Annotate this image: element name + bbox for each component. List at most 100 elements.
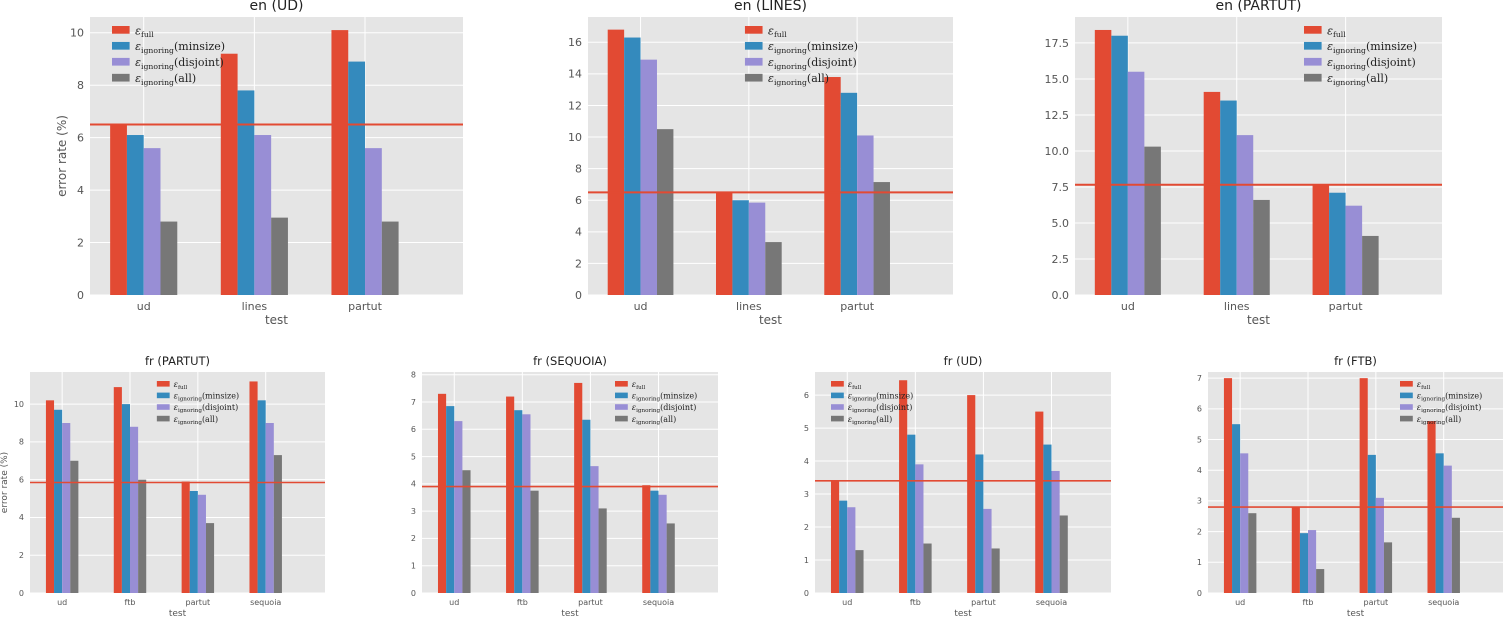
- x-tick-label: partut: [578, 598, 603, 607]
- bar: [331, 30, 349, 295]
- x-axis-label: test: [759, 313, 782, 327]
- bar: [205, 523, 215, 593]
- legend-label: εignoring(minsize): [1417, 392, 1482, 403]
- bar: [1383, 542, 1393, 593]
- y-tick-label: 5: [804, 424, 809, 433]
- bar: [824, 77, 841, 295]
- bar: [113, 387, 122, 593]
- bar: [265, 423, 274, 593]
- bar: [1240, 453, 1249, 593]
- bar: [121, 404, 131, 593]
- y-tick-label: 10: [14, 400, 24, 409]
- y-axis-label: error rate (%): [55, 115, 69, 197]
- legend-swatch: [1304, 26, 1322, 34]
- y-tick-label: 0: [575, 289, 582, 302]
- bar: [110, 124, 127, 295]
- y-tick-label: 0: [1197, 589, 1202, 598]
- legend-label: εfull: [1417, 380, 1431, 391]
- x-tick-label: partut: [348, 300, 383, 313]
- legend: εfullεignoring(minsize)εignoring(disjoin…: [156, 380, 239, 426]
- y-tick-label: 6: [575, 194, 582, 207]
- legend-swatch: [156, 404, 170, 410]
- bar: [1203, 91, 1221, 296]
- chart-panel: 0 1 2 3 4 5 6 7 8 ud ftb partut sequoia fr (SEQUOIA) t…: [411, 354, 718, 619]
- x-tick-label: partut: [186, 598, 211, 607]
- chart-title: fr (FTB): [1334, 354, 1377, 368]
- chart-title: fr (SEQUOIA): [533, 354, 607, 368]
- y-tick-label: 16: [568, 36, 582, 49]
- legend-label: εfull: [135, 24, 154, 39]
- legend-swatch: [615, 392, 628, 399]
- legend-swatch: [831, 392, 844, 399]
- bar: [1362, 235, 1379, 295]
- bar: [273, 455, 282, 593]
- y-tick-label: 12: [568, 99, 582, 112]
- bar: [1248, 513, 1257, 593]
- bar: [181, 481, 190, 593]
- x-tick-label: ud: [449, 598, 459, 607]
- y-tick-label: 2: [411, 534, 416, 543]
- bar: [857, 135, 874, 295]
- y-tick-label: 0: [77, 289, 84, 302]
- bar: [991, 548, 1000, 593]
- bar: [197, 494, 206, 593]
- x-axis-label: test: [561, 609, 579, 619]
- bar: [271, 217, 288, 295]
- bar: [348, 61, 366, 296]
- y-tick-label: 8: [575, 162, 582, 175]
- bar: [1345, 205, 1363, 295]
- x-tick-label: lines: [242, 300, 268, 313]
- bar: [1111, 35, 1128, 295]
- bar: [1291, 507, 1300, 593]
- legend-label: εfull: [174, 380, 188, 391]
- bar: [160, 221, 178, 295]
- x-tick-label: ud: [1121, 300, 1135, 313]
- chart-title: fr (PARTUT): [145, 354, 210, 368]
- bar: [54, 409, 63, 593]
- x-tick-label: ud: [1235, 598, 1245, 607]
- chart-title: en (LINES): [734, 0, 807, 14]
- legend-swatch: [156, 381, 170, 387]
- bar: [1316, 569, 1325, 593]
- bar: [1223, 378, 1233, 593]
- bar: [1035, 411, 1044, 593]
- x-axis-label: test: [1347, 609, 1365, 619]
- y-tick-label: 2: [575, 257, 582, 270]
- bar: [446, 406, 455, 593]
- legend-swatch: [744, 41, 763, 50]
- y-tick-label: 10.0: [1045, 145, 1070, 158]
- bar: [830, 480, 840, 593]
- legend-swatch: [831, 415, 844, 422]
- y-tick-label: 4: [77, 184, 84, 197]
- y-tick-label: 1: [411, 562, 416, 571]
- bar: [1220, 100, 1237, 296]
- x-tick-label: sequoia: [643, 598, 674, 607]
- legend-swatch: [112, 41, 130, 50]
- x-tick-label: partut: [971, 598, 996, 607]
- legend-swatch: [1400, 404, 1413, 410]
- bar: [506, 396, 515, 593]
- y-tick-label: 3: [411, 507, 416, 516]
- y-tick-label: 5.0: [1052, 217, 1070, 230]
- legend-label: εignoring(minsize): [768, 40, 858, 55]
- x-axis-label: test: [954, 609, 972, 619]
- bar: [530, 490, 539, 593]
- bar: [70, 460, 79, 593]
- bar: [1329, 192, 1346, 295]
- bar: [590, 466, 599, 593]
- legend: εfullεignoring(minsize)εignoring(disjoin…: [1400, 380, 1482, 426]
- y-tick-label: 14: [568, 68, 582, 81]
- legend-label: εignoring(minsize): [1327, 40, 1417, 55]
- legend-swatch: [1400, 415, 1413, 422]
- legend-swatch: [831, 381, 844, 387]
- y-tick-label: 10: [568, 131, 582, 144]
- y-tick-label: 0.0: [1052, 289, 1070, 302]
- legend-swatch: [615, 404, 628, 410]
- bar: [656, 129, 674, 295]
- legend-swatch: [744, 26, 763, 34]
- legend-label: εfull: [1327, 24, 1346, 39]
- y-tick-label: 6: [1197, 405, 1202, 414]
- y-tick-label: 8: [77, 79, 84, 92]
- bar: [855, 550, 864, 593]
